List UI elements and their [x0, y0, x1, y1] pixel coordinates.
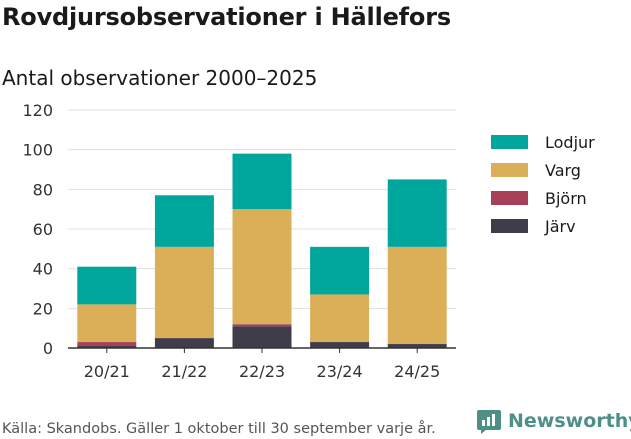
legend-swatch-varg — [491, 163, 528, 177]
y-tick-label-40: 40 — [33, 260, 53, 279]
y-tick-label-20: 20 — [33, 299, 53, 318]
bar-järv-20-21 — [77, 346, 137, 348]
brand-logo: Newsworthy — [476, 408, 631, 434]
bar-lodjur-22-23 — [232, 153, 292, 210]
bar-järv-23-24 — [310, 342, 370, 348]
legend-label-varg: Varg — [545, 160, 581, 180]
y-tick-label-100: 100 — [22, 141, 53, 160]
bar-lodjur-24-25 — [387, 179, 447, 247]
legend-label-jarv: Järv — [545, 216, 576, 236]
legend-label-bjorn: Björn — [545, 188, 587, 208]
y-tick-label-80: 80 — [33, 180, 53, 199]
brand-name: Newsworthy — [508, 410, 631, 432]
bar-varg-24-25 — [387, 246, 447, 345]
bar-järv-22-23 — [232, 326, 292, 348]
x-tick-label-21-22: 21/22 — [161, 362, 207, 381]
x-tick-label-22-23: 22/23 — [239, 362, 285, 381]
x-tick-label-24-25: 24/25 — [394, 362, 440, 381]
bar-lodjur-21-22 — [154, 195, 214, 247]
bars — [77, 153, 447, 348]
x-axis — [68, 347, 456, 353]
legend-swatch-lodjur — [491, 135, 528, 149]
bar-järv-24-25 — [387, 344, 447, 348]
legend-swatch-jarv — [491, 219, 528, 233]
bar-varg-22-23 — [232, 209, 292, 325]
legend-item-lodjur: Lodjur — [491, 128, 595, 156]
x-axis-tick-labels: 20/21 21/22 22/23 23/24 24/25 — [84, 362, 441, 381]
legend-swatch-bjorn — [491, 191, 528, 205]
x-tick-label-20-21: 20/21 — [84, 362, 130, 381]
y-tick-label-60: 60 — [33, 220, 53, 239]
bar-lodjur-23-24 — [310, 246, 370, 295]
bar-björn-20-21 — [77, 342, 137, 347]
y-tick-label-0: 0 — [43, 339, 53, 358]
y-axis-tick-labels: 0 20 40 60 80 100 120 — [22, 101, 53, 358]
legend-item-jarv: Järv — [491, 212, 595, 240]
legend: Lodjur Varg Björn Järv — [491, 128, 595, 240]
legend-label-lodjur: Lodjur — [545, 132, 595, 152]
bar-varg-21-22 — [154, 246, 214, 339]
legend-item-bjorn: Björn — [491, 184, 595, 212]
bar-järv-21-22 — [154, 338, 214, 348]
newsworthy-logo-icon — [477, 410, 501, 434]
source-note: Källa: Skandobs. Gäller 1 oktober till 3… — [2, 421, 436, 437]
legend-item-varg: Varg — [491, 156, 595, 184]
y-tick-label-120: 120 — [22, 101, 53, 120]
chart-subtitle: Antal observationer 2000–2025 — [2, 66, 318, 90]
bar-björn-22-23 — [232, 324, 292, 327]
chart-title: Rovdjursobservationer i Hällefors — [2, 3, 451, 31]
bar-lodjur-20-21 — [77, 266, 137, 305]
x-tick-label-23-24: 23/24 — [317, 362, 363, 381]
bar-varg-23-24 — [310, 294, 370, 343]
bar-varg-20-21 — [77, 304, 137, 343]
